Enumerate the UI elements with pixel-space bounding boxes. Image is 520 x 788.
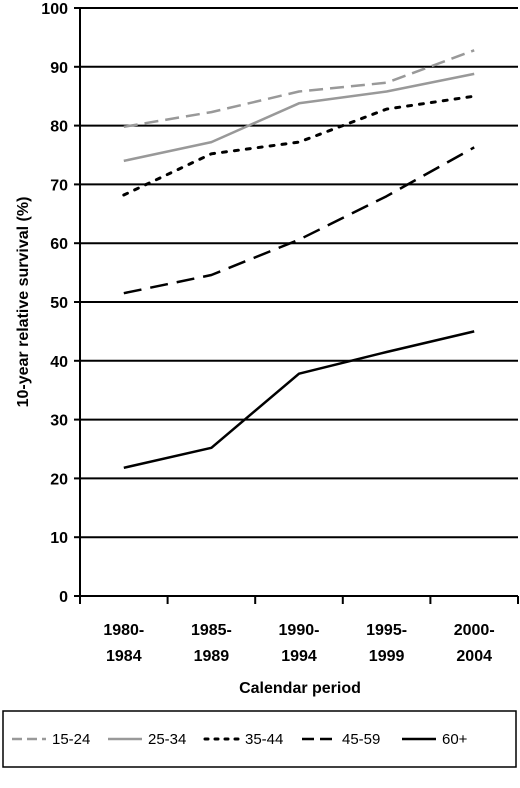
tick-labels: 0 10 20 30 40 50 60 70 80 90 100 1980- 1984 1985- 1989…	[41, 1, 494, 665]
gridlines	[80, 7, 518, 539]
series-line-35-44	[122, 94, 476, 197]
y-tick-label: 60	[50, 236, 68, 253]
series-line-60	[123, 330, 475, 470]
x-tick-label: 1989	[194, 648, 230, 665]
y-tick-label: 90	[50, 60, 68, 77]
x-tick-label: 1999	[369, 648, 405, 665]
series-line-45-59	[123, 146, 475, 295]
y-tick-label: 0	[59, 589, 68, 606]
y-tick-label: 20	[50, 471, 68, 488]
series-lines	[122, 49, 476, 470]
y-tick-label: 30	[50, 413, 68, 430]
x-tick-label: 2004	[456, 648, 492, 665]
y-tick-label: 10	[50, 530, 68, 547]
x-tick-label: 1994	[281, 648, 317, 665]
x-tick-label: 1990-	[279, 622, 320, 639]
x-tick-label: 1995-	[366, 622, 407, 639]
x-tick-label: 1980-	[103, 622, 144, 639]
series-line-25-34	[123, 72, 475, 163]
legend-label: 45-59	[342, 731, 380, 748]
x-axis-title: Calendar period	[239, 680, 361, 697]
legend-label: 15-24	[52, 731, 90, 748]
x-tick-label: 1985-	[191, 622, 232, 639]
axes	[74, 7, 519, 604]
legend-label: 25-34	[148, 731, 186, 748]
y-tick-label: 80	[50, 119, 68, 136]
x-tick-label: 2000-	[454, 622, 495, 639]
legend: 15-24 25-34 35-44 45-59 60+	[2, 710, 517, 768]
y-tick-label: 100	[41, 1, 68, 18]
legend-label: 35-44	[245, 731, 283, 748]
legend-label: 60+	[442, 731, 468, 748]
x-tick-label: 1984	[106, 648, 142, 665]
y-tick-label: 40	[50, 354, 68, 371]
y-tick-label: 50	[50, 295, 68, 312]
series-line-15-24	[123, 49, 475, 129]
y-axis-title: 10-year relative survival (%)	[15, 197, 32, 408]
y-tick-label: 70	[50, 177, 68, 194]
